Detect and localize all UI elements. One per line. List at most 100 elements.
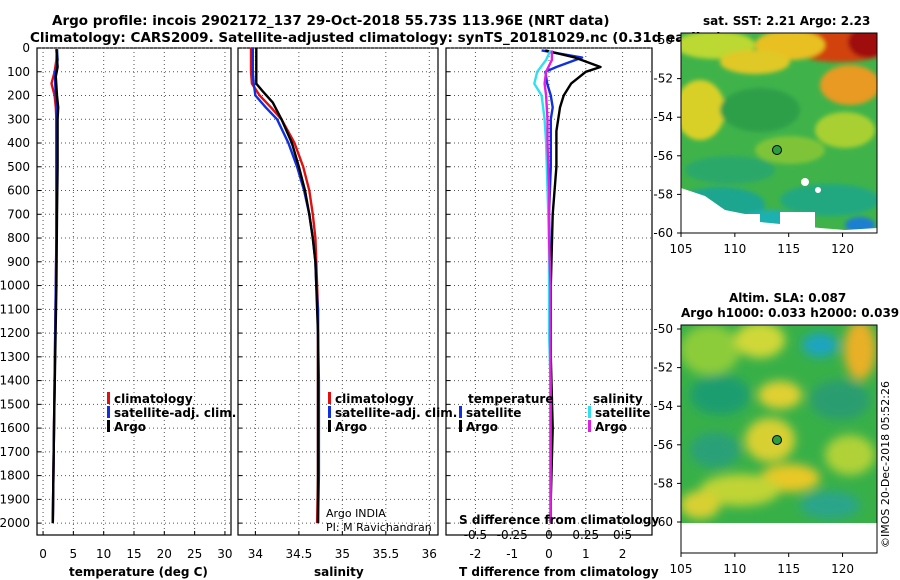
lat-tick-label: -56 [653,149,673,163]
difference-legend: temperature satellite Argo salinity sate… [459,392,650,434]
series-line-salinity-argo [543,50,554,524]
x-tick-label: 5 [70,547,78,561]
series-line-climatology [249,48,320,524]
x-tick-label: 30 [217,547,232,561]
x-tick-label: 20 [157,547,172,561]
legend-swatch-satellite-adj [328,406,331,418]
legend-salinity-heading: salinity [593,392,643,406]
legend-t-argo: Argo [466,420,498,434]
x-tick-label: 36 [422,547,437,561]
x2-tick-label: 0 [545,528,553,542]
legend-s-argo: Argo [595,420,627,434]
lon-tick-label: 120 [831,242,854,256]
depth-tick-label: 1400 [0,374,30,388]
x-tick-label: 1 [582,547,590,561]
lat-tick-label: -58 [653,476,673,490]
lat-tick-label: -54 [653,110,673,124]
depth-tick-label: 400 [7,136,30,150]
lon-tick-label: 110 [723,562,746,576]
credit-line2: PI: M Ravichandran [326,521,432,534]
legend-t-satellite: satellite [466,406,521,420]
figure-title-line2: Climatology: CARS2009. Satellite-adjuste… [30,30,722,46]
sla-map-title1: Altim. SLA: 0.087 [729,291,846,305]
depth-tick-label: 1300 [0,350,30,364]
depth-tick-label: 1100 [0,302,30,316]
legend-swatch-t-satellite [459,406,462,418]
sst-map-lat-ticks: -50 -52 -54 -56 -58 -60 [653,33,681,240]
depth-tick-label: 1600 [0,421,30,435]
legend-swatch-s-argo [588,420,591,432]
sla-map-lon-ticks: 105 110 115 120 [670,553,854,576]
lat-tick-label: -50 [653,33,673,47]
salinity-legend: climatology satellite-adj. clim. Argo [328,392,457,434]
legend-satellite-adj: satellite-adj. clim. [335,406,457,420]
legend-s-satellite: satellite [595,406,650,420]
legend-argo: Argo [114,420,146,434]
salinity-panel: 34 34.5 35 35.5 36 salinity [237,47,439,579]
depth-tick-label: 900 [7,255,30,269]
x-tick-label: -1 [506,547,518,561]
watermark: ©IMOS 20-Dec-2018 05:52:26 [879,381,892,548]
series-line-argo [255,48,320,524]
sst-map-image [681,33,877,233]
x-tick-label: 35 [335,547,350,561]
salinity-xlabel: salinity [314,565,364,579]
depth-tick-label: 300 [7,112,30,126]
depth-tick-label: 200 [7,89,30,103]
x2-tick-label: -0.25 [497,528,528,542]
depth-tick-label: 1700 [0,445,30,459]
depth-tick-label: 1000 [0,279,30,293]
depth-tick-label: 100 [7,65,30,79]
depth-tick-label: 500 [7,160,30,174]
lon-tick-label: 105 [670,242,693,256]
s-difference-xlabel: S difference from climatology [459,513,659,527]
sla-map-lat-ticks: -50 -52 -54 -56 -58 -60 [653,322,681,529]
depth-tick-label: 0 [22,41,30,55]
lat-tick-label: -52 [653,72,673,86]
depth-tick-label: 800 [7,231,30,245]
argo-float-marker [772,145,782,155]
x-tick-label: 0 [545,547,553,561]
lat-tick-label: -60 [653,226,673,240]
sst-map-lon-ticks: 105 110 115 120 [670,233,854,256]
temperature-xlabel: temperature (deg C) [69,565,208,579]
sla-map-image [681,325,877,523]
lat-tick-label: -52 [653,361,673,375]
depth-tick-label: 1900 [0,492,30,506]
legend-climatology: climatology [335,392,414,406]
legend-swatch-satellite-adj [107,406,110,418]
argo-float-marker [772,435,782,445]
lat-tick-label: -54 [653,399,673,413]
legend-argo: Argo [335,420,367,434]
lon-tick-label: 105 [670,562,693,576]
legend-swatch-t-argo [459,420,462,432]
depth-tick-label: 1500 [0,397,30,411]
legend-satellite-adj: satellite-adj. clim. [114,406,236,420]
sst-map-title: sat. SST: 2.21 Argo: 2.23 [703,14,870,28]
legend-swatch-argo [328,420,331,432]
sst-map: sat. SST: 2.21 Argo: 2.23 [653,14,878,256]
figure-title-line1: Argo profile: incois 2902172_137 29-Oct-… [52,13,610,29]
temperature-panel-frame [36,47,232,536]
depth-tick-label: 2000 [0,516,30,530]
lat-tick-label: -60 [653,515,673,529]
temperature-panel: 0 5 10 15 20 25 30 temperature (deg C) [36,47,233,579]
x2-tick-label: 0.5 [613,528,632,542]
x-tick-label: 34 [248,547,263,561]
x2-tick-label: 0.25 [572,528,599,542]
legend-climatology: climatology [114,392,193,406]
depth-tick-label: 700 [7,207,30,221]
x-tick-label: 10 [96,547,111,561]
legend-swatch-argo [107,420,110,432]
x-tick-label: 35.5 [372,547,399,561]
x-tick-label: 2 [619,547,627,561]
t-difference-xlabel: T difference from climatology [459,565,659,579]
series-line-argo [51,49,60,524]
x-tick-label: -2 [469,547,481,561]
depth-tick-label: 1200 [0,326,30,340]
x-tick-label: 0 [39,547,47,561]
lon-tick-label: 115 [777,242,800,256]
lon-tick-label: 115 [777,562,800,576]
lon-tick-label: 120 [831,562,854,576]
sla-map: Altim. SLA: 0.087 Argo h1000: 0.033 h200… [653,291,899,576]
